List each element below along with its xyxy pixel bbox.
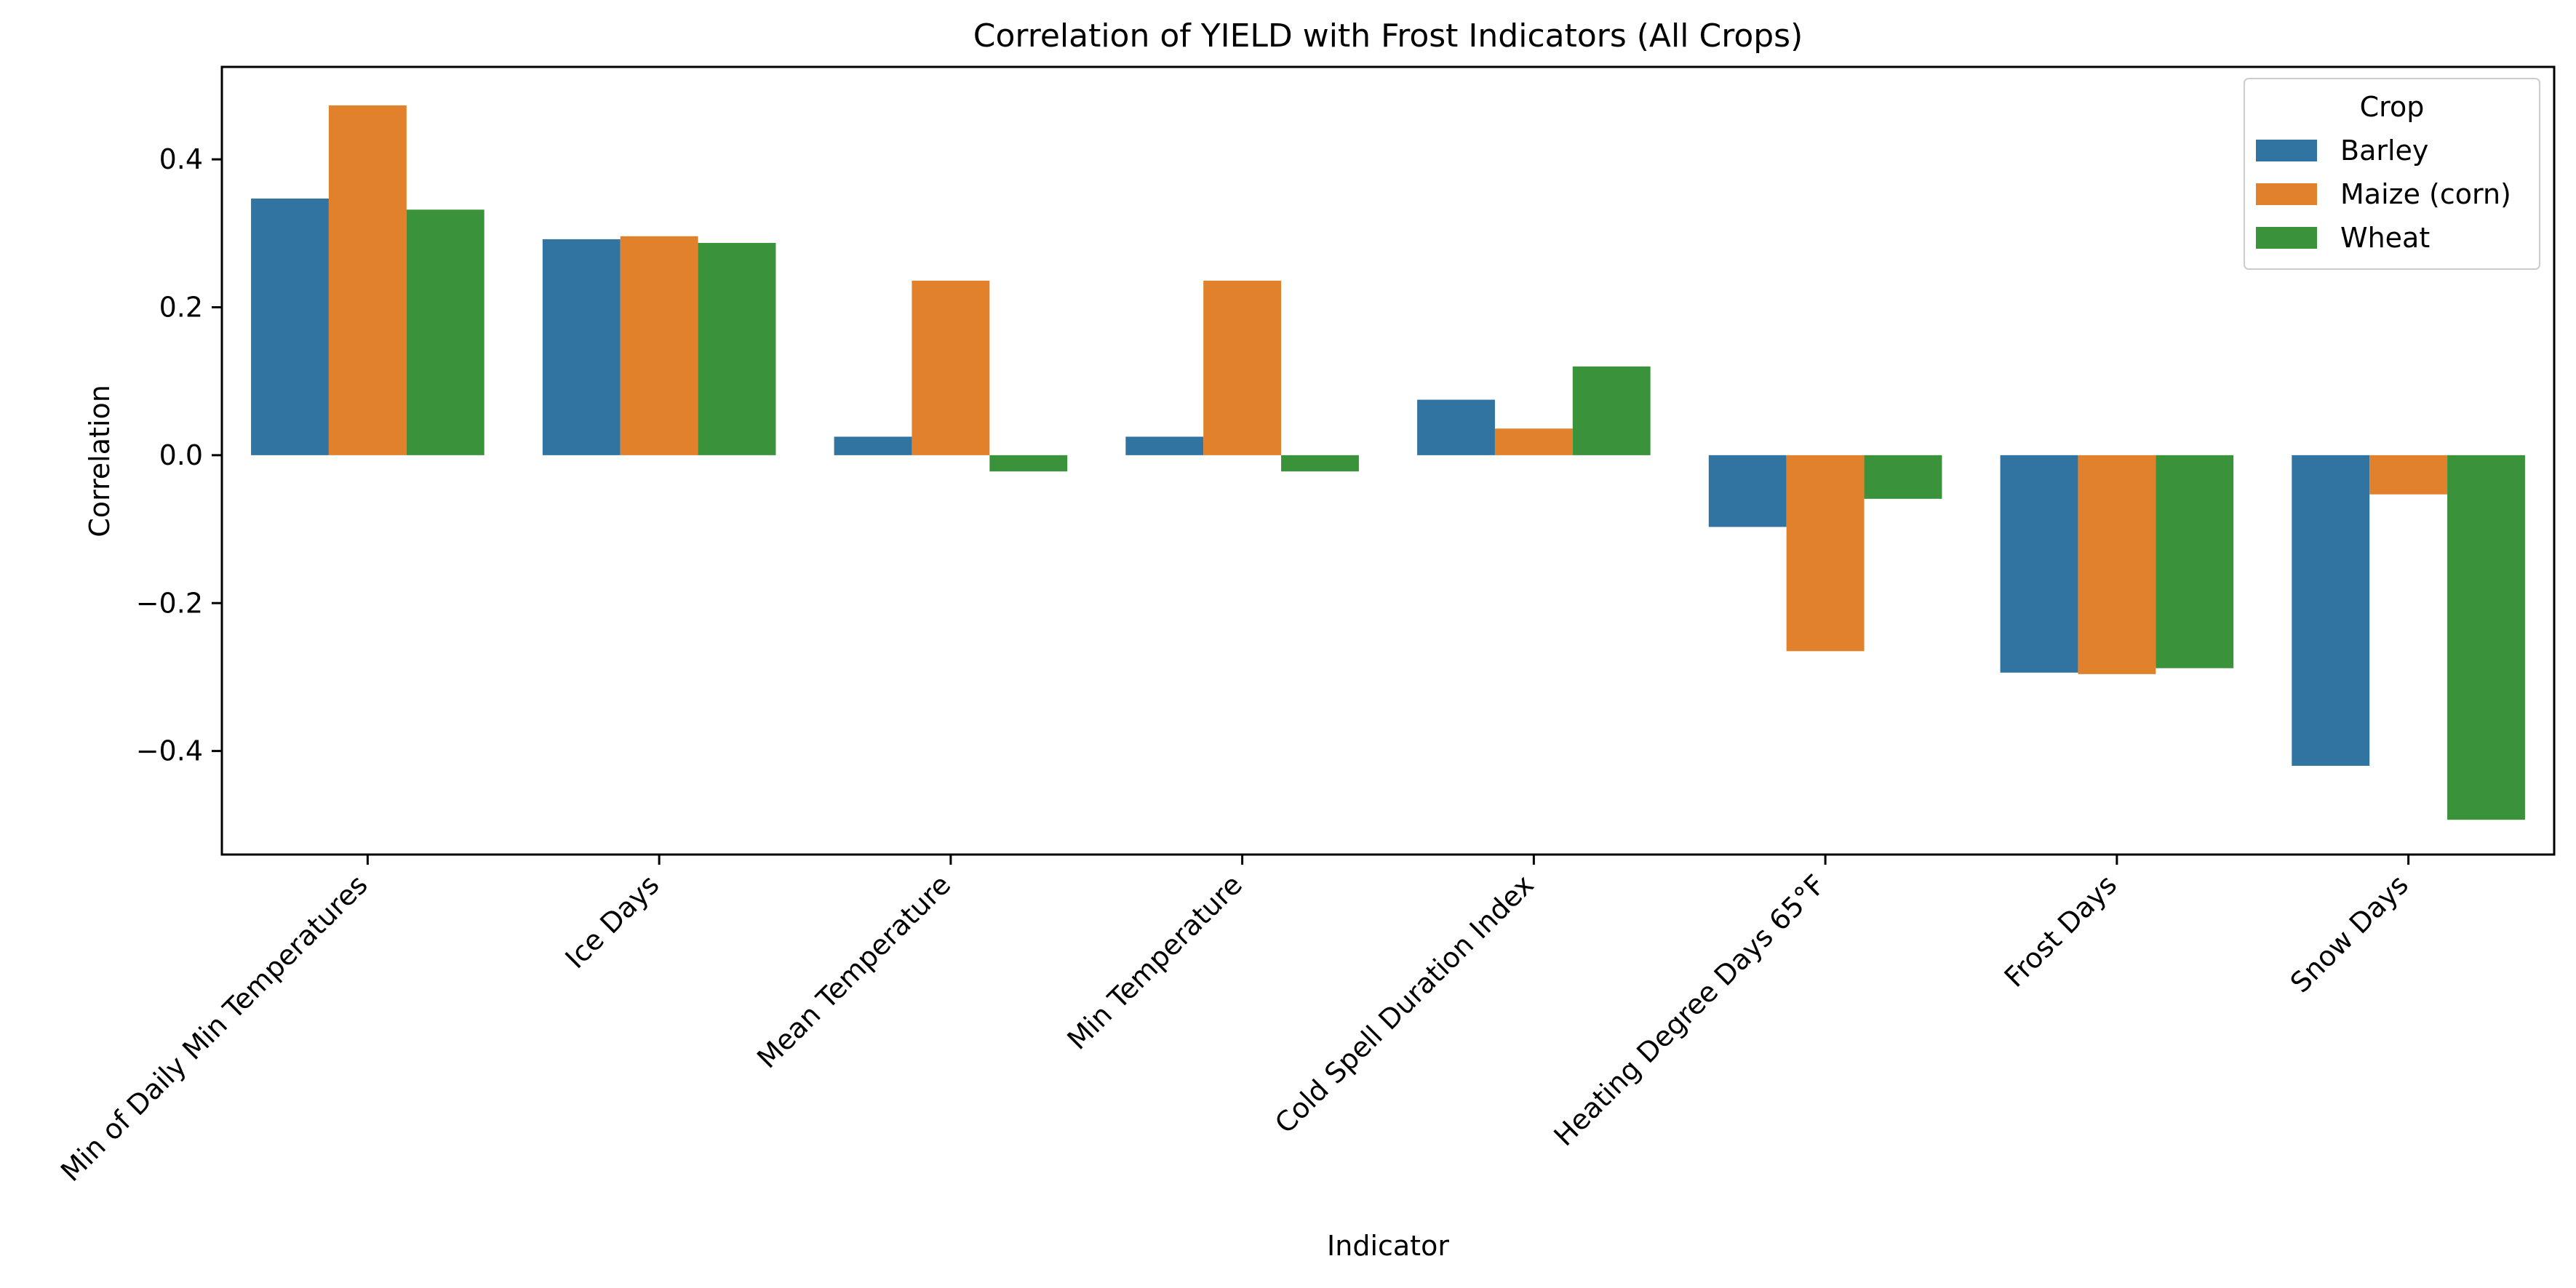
bar-maize-corn-frost-days (2078, 455, 2156, 674)
bar-maize-corn-min-temperature (1203, 280, 1282, 455)
y-axis: −0.4 −0.2 0.0 0.2 0.4 (136, 143, 222, 767)
bars-layer (251, 105, 2525, 820)
x-tick-label: Snow Days (2284, 868, 2414, 999)
bar-barley-mean-temperature (834, 436, 912, 455)
legend-swatch-barley (2256, 140, 2317, 161)
bar-wheat-min-temperature (1281, 455, 1359, 472)
legend-swatch-wheat (2256, 227, 2317, 249)
bar-maize-corn-heating-degree-days-65-f (1786, 455, 1865, 652)
bar-maize-corn-min-of-daily-min-temperatures (328, 105, 407, 455)
legend-label-maize-corn: Maize (corn) (2340, 178, 2511, 210)
x-axis-label: Indicator (1327, 1230, 1449, 1262)
bar-wheat-frost-days (2156, 455, 2234, 668)
y-tick-label: −0.2 (136, 587, 203, 619)
bar-barley-snow-days (2292, 455, 2370, 766)
bar-barley-min-of-daily-min-temperatures (251, 199, 329, 455)
y-tick-label: −0.4 (136, 735, 203, 767)
x-tick-label: Ice Days (559, 868, 666, 975)
bar-wheat-mean-temperature (989, 455, 1068, 472)
x-tick-label: Mean Temperature (751, 868, 957, 1074)
legend-swatch-maize-corn (2256, 183, 2317, 205)
x-axis: Min of Daily Min Temperatures Ice Days Mea… (55, 855, 2414, 1188)
x-tick-label: Min of Daily Min Temperatures (55, 868, 374, 1188)
bar-barley-cold-spell-duration-index (1417, 399, 1495, 455)
bar-barley-min-temperature (1125, 436, 1204, 455)
x-tick-label: Heating Degree Days 65°F (1548, 868, 1832, 1152)
bar-maize-corn-snow-days (2369, 455, 2448, 495)
bar-barley-heating-degree-days-65-f (1708, 455, 1787, 527)
legend-title: Crop (2360, 91, 2425, 123)
legend-label-wheat: Wheat (2340, 222, 2430, 254)
bar-wheat-min-of-daily-min-temperatures (406, 209, 485, 455)
bar-maize-corn-ice-days (620, 236, 698, 455)
bar-maize-corn-mean-temperature (912, 280, 990, 455)
bar-maize-corn-cold-spell-duration-index (1494, 428, 1573, 455)
y-tick-label: 0.4 (159, 143, 203, 175)
y-axis-label: Correlation (84, 385, 116, 537)
legend-box (2244, 78, 2540, 270)
bar-wheat-heating-degree-days-65-f (1864, 455, 1942, 499)
y-tick-label: 0.2 (159, 291, 203, 323)
bar-barley-ice-days (542, 239, 621, 455)
x-tick-label: Cold Spell Duration Index (1269, 868, 1540, 1140)
bar-wheat-ice-days (698, 243, 776, 455)
bar-barley-frost-days (2000, 455, 2078, 673)
y-tick-label: 0.0 (159, 439, 203, 471)
chart-title: Correlation of YIELD with Frost Indicato… (973, 17, 1803, 55)
legend-label-barley: Barley (2340, 135, 2428, 167)
x-tick-label: Min Temperature (1061, 868, 1248, 1056)
x-tick-label: Frost Days (1998, 868, 2124, 993)
bar-wheat-snow-days (2447, 455, 2525, 820)
legend: Crop Barley Maize (corn) Wheat (2244, 78, 2540, 270)
plot-frame (220, 65, 2556, 856)
bar-wheat-cold-spell-duration-index (1572, 366, 1651, 455)
